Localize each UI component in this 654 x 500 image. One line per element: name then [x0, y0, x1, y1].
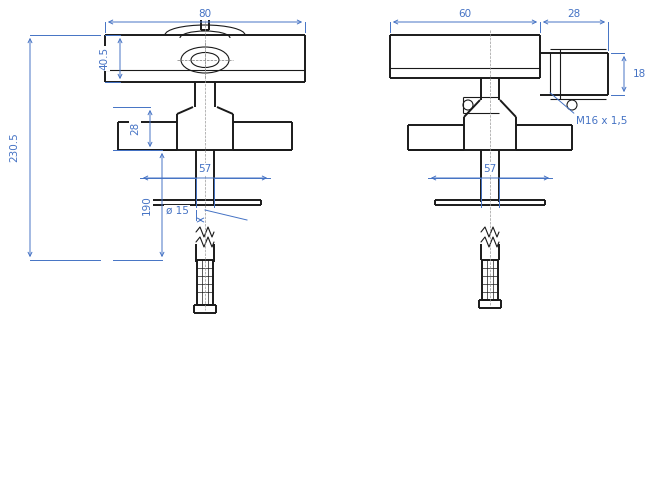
Text: 28: 28 [130, 122, 140, 135]
Text: 18: 18 [632, 69, 645, 79]
Text: 57: 57 [198, 164, 212, 174]
Text: M16 x 1,5: M16 x 1,5 [576, 116, 627, 126]
Text: 190: 190 [142, 195, 152, 215]
Text: 57: 57 [483, 164, 496, 174]
Text: 60: 60 [458, 9, 472, 19]
Text: 40.5: 40.5 [99, 47, 109, 70]
Text: 28: 28 [568, 9, 581, 19]
Text: ø 15: ø 15 [165, 206, 188, 216]
Text: 80: 80 [198, 9, 211, 19]
Text: 230.5: 230.5 [9, 132, 19, 162]
